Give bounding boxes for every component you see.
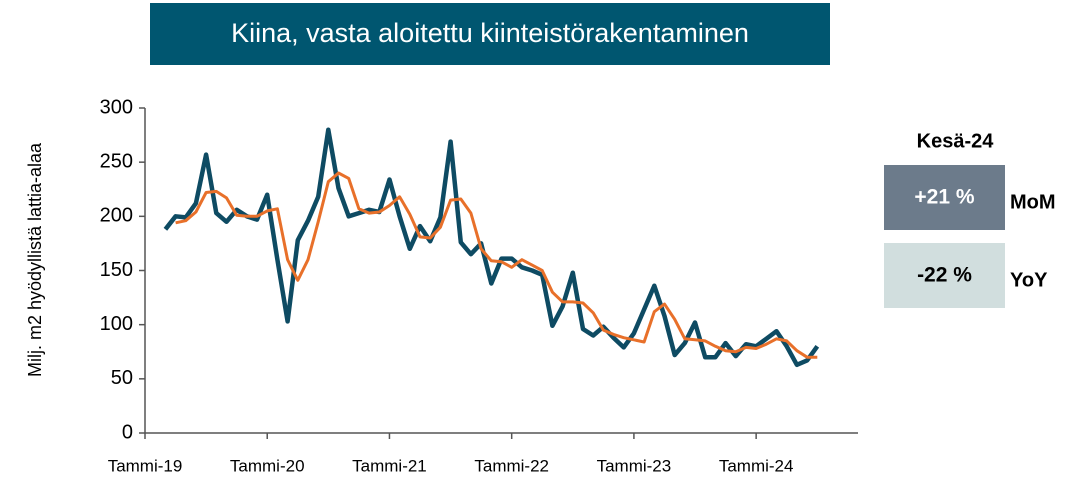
y-tick-label: 200 — [100, 205, 133, 227]
x-tick-label: Tammi-21 — [352, 456, 427, 475]
y-axis-label: Milj. m2 hyödyllistä lattia-alaa — [25, 142, 45, 377]
kpi-box — [884, 165, 1005, 230]
series-line — [175, 171, 818, 359]
kpi-value: -22 % — [917, 264, 972, 287]
y-tick-label: 300 — [100, 96, 133, 118]
y-tick-label: 150 — [100, 259, 133, 281]
x-tick-label: Tammi-19 — [108, 456, 183, 475]
y-tick-label: 0 — [122, 421, 133, 443]
x-tick-label: Tammi-23 — [597, 456, 672, 475]
kpi-label: MoM — [1010, 191, 1056, 213]
x-tick-label: Tammi-24 — [719, 456, 794, 475]
kpi-box — [884, 243, 1005, 308]
title-box — [150, 3, 830, 65]
kpi-label: YoY — [1010, 269, 1048, 291]
chart-title: Kiina, vasta aloitettu kiinteistörakenta… — [231, 18, 749, 48]
panel-title: Kesä-24 — [917, 130, 995, 152]
series-line — [163, 127, 820, 368]
x-tick-label: Tammi-22 — [474, 456, 549, 475]
y-tick-label: 100 — [100, 313, 133, 335]
kpi-value: +21 % — [914, 186, 974, 209]
y-tick-label: 250 — [100, 150, 133, 172]
y-tick-label: 50 — [111, 367, 133, 389]
x-tick-label: Tammi-20 — [230, 456, 305, 475]
